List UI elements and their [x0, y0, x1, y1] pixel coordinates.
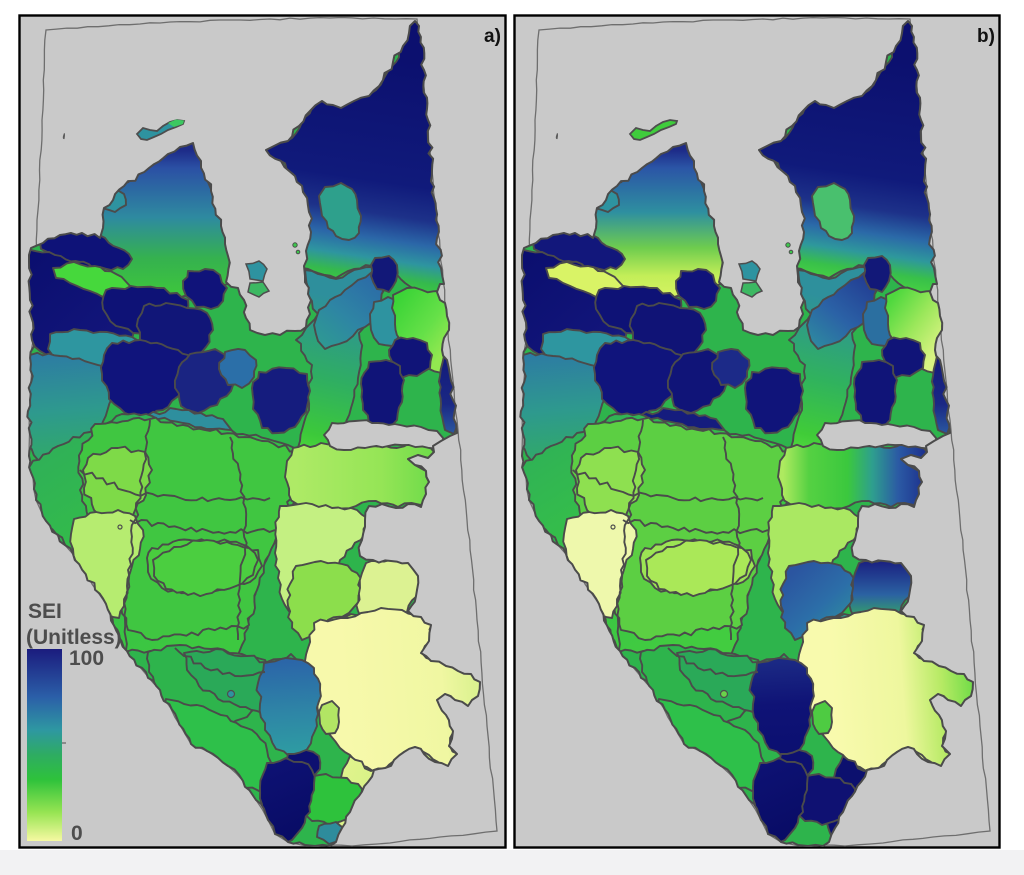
svg-text:a): a) [484, 26, 501, 47]
svg-text:100: 100 [69, 647, 104, 670]
svg-text:b): b) [977, 26, 995, 47]
svg-text:(Unitless): (Unitless) [26, 626, 122, 649]
svg-text:0: 0 [71, 822, 83, 845]
svg-text:SEI: SEI [28, 600, 62, 623]
